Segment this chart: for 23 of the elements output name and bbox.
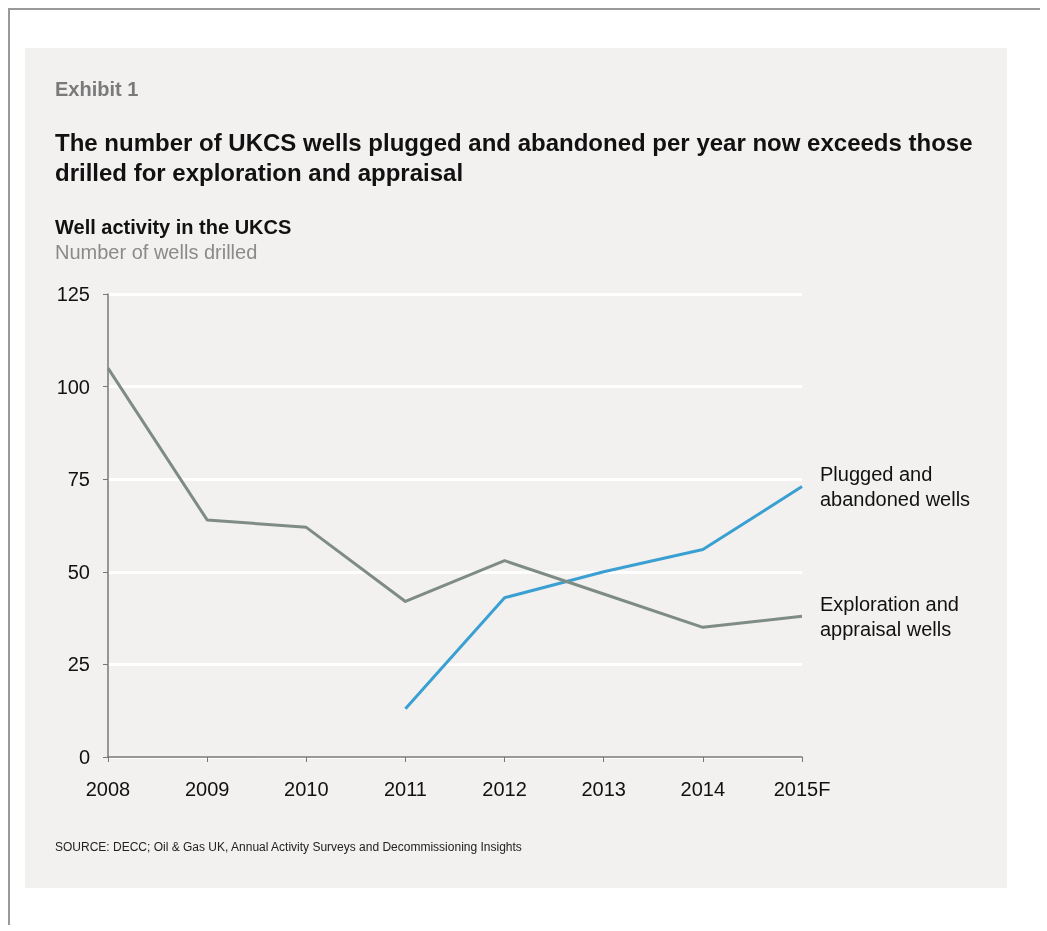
chart-subtitle: Well activity in the UKCS <box>55 216 292 239</box>
y-axis-title: Number of wells drilled <box>55 241 258 264</box>
series-label: Plugged and abandoned wells <box>820 463 971 511</box>
x-tick-label: 2011 <box>383 778 427 800</box>
x-tick-label: 2015F <box>773 778 831 800</box>
y-tick-label: 125 <box>56 283 90 305</box>
y-tick-label: 50 <box>67 560 90 583</box>
x-tick-label: 2014 <box>680 778 726 800</box>
x-tick-label: 2012 <box>482 778 527 800</box>
x-tick-label: 2010 <box>284 778 329 800</box>
x-tick-label: 2008 <box>85 778 131 800</box>
y-tick-label: 0 <box>78 746 90 768</box>
source-note: SOURCE: DECC; Oil & Gas UK, Annual Activity Surveys and Decommissioning Insights <box>55 840 522 854</box>
x-tick-label: 2013 <box>581 778 626 800</box>
line-series <box>106 366 804 629</box>
y-tick-label: 100 <box>56 375 90 398</box>
line-series <box>403 485 804 711</box>
x-tick-label: 2009 <box>184 778 230 800</box>
y-tick-label: 75 <box>67 468 90 491</box>
text: Exhibit 1 <box>55 78 139 101</box>
y-tick-label: 25 <box>67 653 90 676</box>
chart-title: The number of UKCS wells plugged and abandoned per year now exceeds those drilled for exploration and appraisal <box>55 128 974 188</box>
series-label: Exploration and appraisal wells <box>820 592 965 640</box>
